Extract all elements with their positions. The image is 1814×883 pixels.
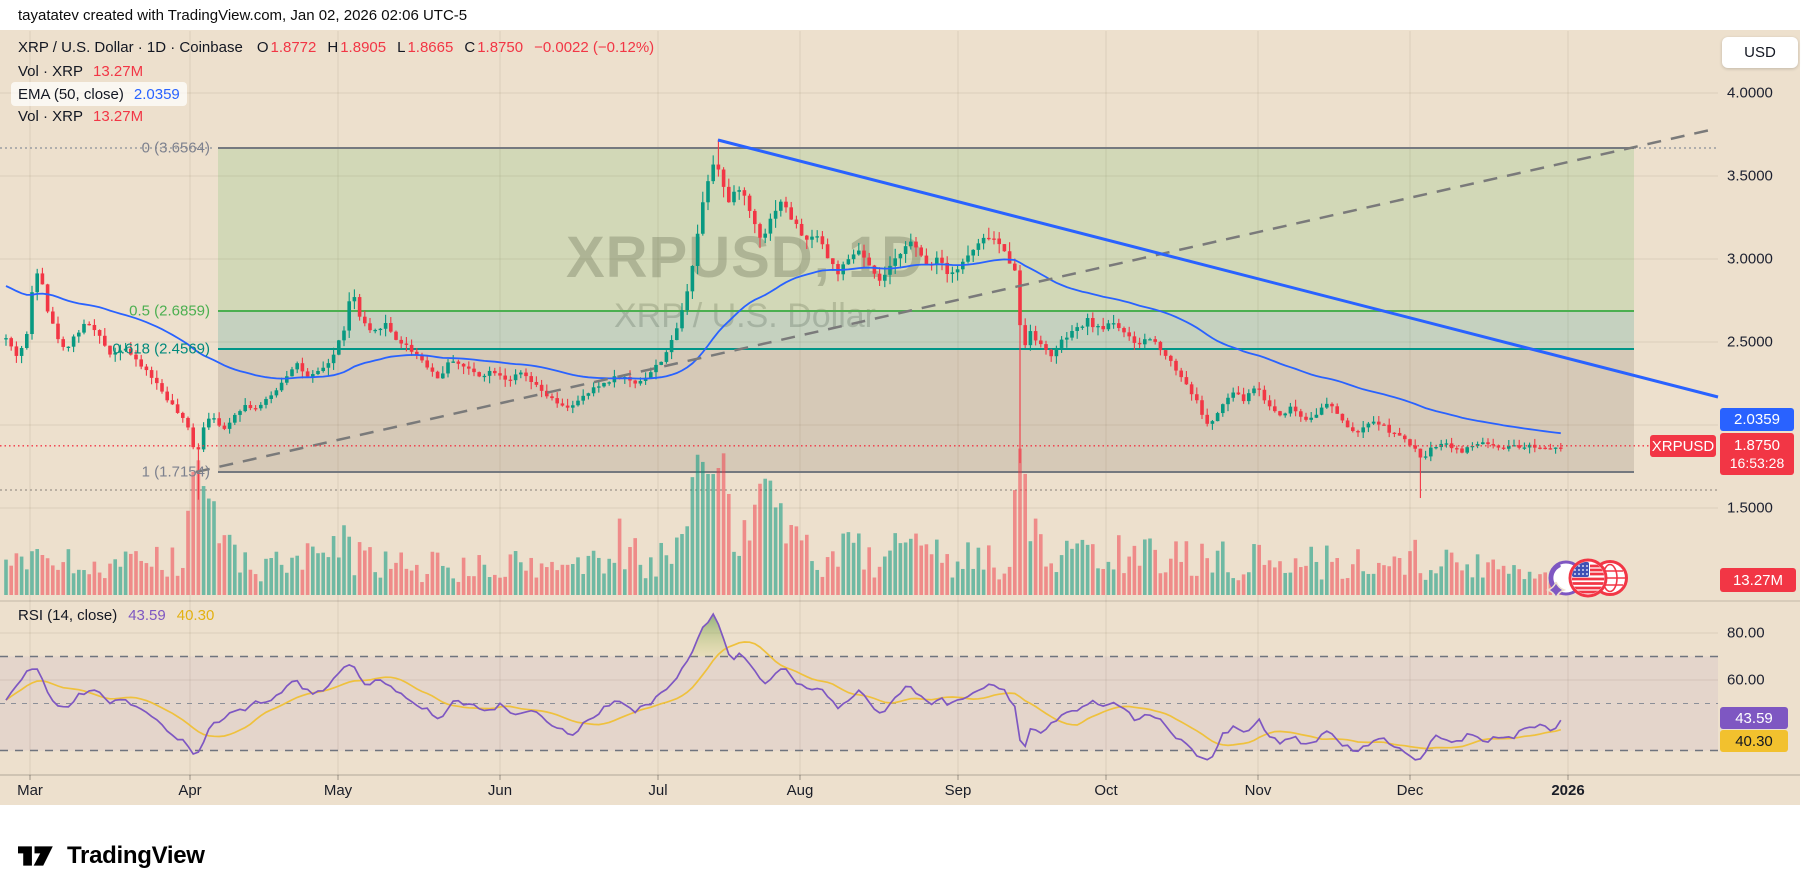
legend-volume-row-2[interactable]: Vol · XRP 13.27M xyxy=(18,105,143,127)
pair-logo-icons xyxy=(1545,558,1628,601)
ema-line xyxy=(5,258,1561,435)
legend-ema-row[interactable]: EMA (50, close) 2.0359 xyxy=(11,82,187,106)
rsi-ma-value-badge: 40.30 xyxy=(1720,730,1788,752)
legend-symbol-row[interactable]: XRP / U.S. Dollar · 1D · Coinbase O 1.8772… xyxy=(18,36,654,58)
ascending-dashed-trendline xyxy=(195,128,1711,474)
rsi-line xyxy=(5,612,1562,761)
rsi-overbought-fill xyxy=(692,614,729,657)
ema-value-badge: 2.0359 xyxy=(1720,408,1794,431)
legend-text: 1.8772 xyxy=(270,38,317,56)
tradingview-logo-text: TradingView xyxy=(67,842,205,869)
last-price-badge: 1.8750 16:53:28 xyxy=(1720,433,1794,475)
time-axis-label: Mar xyxy=(17,782,43,799)
price-axis-label: 4.0000 xyxy=(1727,84,1773,102)
legend-text: 1.8750 xyxy=(477,38,524,56)
price-axis-label: 80.00 xyxy=(1727,624,1765,642)
legend-text: Vol · XRP xyxy=(18,62,84,80)
time-axis-label: 2026 xyxy=(1551,782,1585,799)
legend-volume-row[interactable]: Vol · XRP 13.27M xyxy=(18,60,143,82)
price-axis-label: 2.5000 xyxy=(1727,333,1773,351)
descending-blue-trendline xyxy=(717,138,1719,399)
legend-text: 1.8665 xyxy=(407,38,454,56)
chart-background xyxy=(0,30,1800,805)
price-axis-label: 60.00 xyxy=(1727,671,1765,689)
rsi-band xyxy=(0,655,1718,752)
attribution-text: tayatatev created with TradingView.com, … xyxy=(18,7,468,24)
legend-text: 13.27M xyxy=(93,62,144,80)
rsi-ma-line xyxy=(5,641,1562,750)
price-axis-label: 1.5000 xyxy=(1727,499,1773,517)
legend-text: RSI (14, close) xyxy=(18,606,118,624)
volume-value-badge: 13.27M xyxy=(1720,568,1796,592)
legend-text: 1.8905 xyxy=(340,38,387,56)
time-axis-label: Oct xyxy=(1094,782,1118,799)
legend-text: H xyxy=(327,38,339,56)
legend-text: Vol · XRP xyxy=(18,107,84,125)
legend-text: L xyxy=(397,38,406,56)
tradingview-logo-icon xyxy=(18,846,53,866)
legend-text: 40.30 xyxy=(176,606,215,624)
currency-toggle-button[interactable]: USD xyxy=(1722,37,1798,68)
time-axis-label: Jun xyxy=(487,782,513,799)
rsi-value-badge: 43.59 xyxy=(1720,707,1788,729)
price-scale[interactable] xyxy=(1720,30,1814,775)
legend-text: 13.27M xyxy=(93,107,144,125)
legend-text: 43.59 xyxy=(128,606,166,624)
time-axis-label: Nov xyxy=(1244,782,1272,799)
time-scale[interactable] xyxy=(0,775,1800,805)
price-axis-label: 3.5000 xyxy=(1727,167,1773,185)
legend-text: O xyxy=(256,38,269,56)
fib-level-label: 0.618 (2.4569) xyxy=(112,340,210,358)
legend-text: −0.0022 (−0.12%) xyxy=(534,38,655,56)
time-axis-label: May xyxy=(323,782,353,799)
legend-text: EMA (50, close) xyxy=(18,85,124,103)
time-axis-label: Apr xyxy=(178,782,202,799)
symbol-name-badge: XRPUSD xyxy=(1650,435,1716,457)
time-axis-label: Dec xyxy=(1396,782,1424,799)
legend-text: XRP / U.S. Dollar · 1D · Coinbase xyxy=(18,38,243,56)
legend-rsi-row[interactable]: RSI (14, close) 43.59 40.30 xyxy=(18,604,214,626)
fib-retracement xyxy=(0,147,1718,491)
legend-text: 2.0359 xyxy=(133,85,180,103)
fib-level-label: 0 (3.6564) xyxy=(141,139,210,157)
time-axis-label: Jul xyxy=(648,782,668,799)
price-axis-label: 3.0000 xyxy=(1727,250,1773,268)
candles xyxy=(4,139,1563,500)
tradingview-logo[interactable]: TradingView xyxy=(18,840,205,872)
legend-text: C xyxy=(464,38,476,56)
time-axis-label: Aug xyxy=(786,782,814,799)
fib-level-label: 1 (1.7154) xyxy=(141,463,210,481)
volume-bars xyxy=(4,448,1563,595)
time-axis-label: Sep xyxy=(944,782,972,799)
watermark: XRPUSD, 1D XRP / U.S. Dollar xyxy=(566,224,924,336)
fib-level-label: 0.5 (2.6859) xyxy=(129,302,210,320)
gridlines xyxy=(0,31,1718,775)
